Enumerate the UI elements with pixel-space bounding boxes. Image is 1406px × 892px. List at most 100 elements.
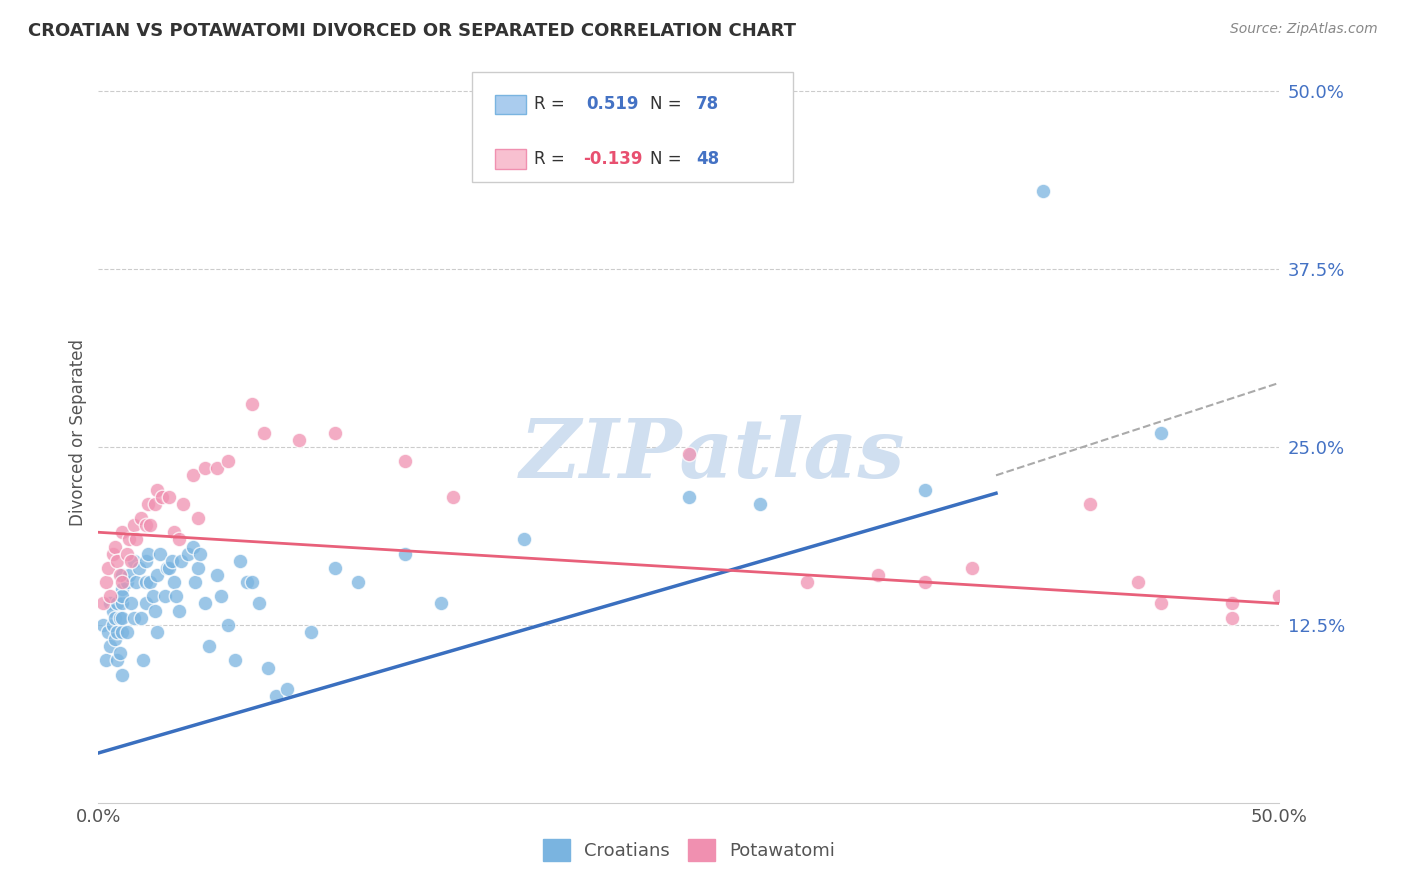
Point xyxy=(104,540,127,554)
Point xyxy=(108,610,131,624)
Point xyxy=(184,575,207,590)
Point xyxy=(209,590,232,604)
Point xyxy=(276,681,298,696)
Text: 48: 48 xyxy=(696,150,718,168)
Point xyxy=(146,624,169,639)
Point xyxy=(94,575,117,590)
Point xyxy=(181,540,204,554)
Point xyxy=(139,575,162,590)
Text: -0.139: -0.139 xyxy=(583,150,643,168)
Legend: Croatians, Potawatomi: Croatians, Potawatomi xyxy=(536,831,842,868)
Point xyxy=(108,646,131,660)
Point xyxy=(115,547,138,561)
Point xyxy=(135,554,157,568)
Point xyxy=(111,568,134,582)
Point xyxy=(135,575,157,590)
Point xyxy=(253,425,276,440)
Point xyxy=(240,397,263,411)
Point xyxy=(101,604,124,618)
Point xyxy=(181,468,204,483)
Point xyxy=(323,425,346,440)
Point xyxy=(98,597,121,611)
Point xyxy=(1032,184,1054,198)
Point xyxy=(194,461,217,475)
Text: 78: 78 xyxy=(696,95,718,113)
Point xyxy=(143,497,166,511)
Point xyxy=(121,554,143,568)
Point xyxy=(136,497,159,511)
Point xyxy=(240,575,263,590)
Point xyxy=(163,575,186,590)
Point xyxy=(108,568,131,582)
Point xyxy=(146,568,169,582)
Text: R =: R = xyxy=(534,150,565,168)
Point xyxy=(111,667,134,681)
Point xyxy=(170,554,193,568)
Point xyxy=(187,511,209,525)
Point xyxy=(122,518,145,533)
Point xyxy=(129,610,152,624)
Point xyxy=(229,554,252,568)
Point xyxy=(288,433,311,447)
Point xyxy=(104,632,127,646)
Point xyxy=(1080,497,1102,511)
Point xyxy=(187,561,209,575)
Point xyxy=(132,653,155,667)
Point xyxy=(111,575,134,590)
Point xyxy=(394,547,416,561)
Point xyxy=(1150,425,1173,440)
Point xyxy=(1126,575,1149,590)
Point xyxy=(188,547,211,561)
Point xyxy=(157,561,180,575)
Text: 0.519: 0.519 xyxy=(586,95,638,113)
Point xyxy=(105,597,128,611)
Point xyxy=(394,454,416,468)
Point xyxy=(299,624,322,639)
Point xyxy=(94,653,117,667)
Text: N =: N = xyxy=(650,150,681,168)
Point xyxy=(224,653,246,667)
Point xyxy=(121,597,143,611)
Point xyxy=(115,575,138,590)
Point xyxy=(115,624,138,639)
Point xyxy=(962,561,984,575)
Point xyxy=(139,518,162,533)
Text: ZIPatlas: ZIPatlas xyxy=(520,415,905,495)
Point xyxy=(125,575,148,590)
Point xyxy=(118,568,141,582)
Point xyxy=(91,597,114,611)
Point xyxy=(128,561,150,575)
Point xyxy=(111,610,134,624)
Point xyxy=(156,561,179,575)
Point xyxy=(149,547,172,561)
Point xyxy=(198,639,221,653)
Point xyxy=(97,624,120,639)
Point xyxy=(122,554,145,568)
Point xyxy=(217,454,239,468)
Point xyxy=(323,561,346,575)
Point xyxy=(217,617,239,632)
Point xyxy=(257,660,280,674)
Point xyxy=(143,604,166,618)
Point xyxy=(111,525,134,540)
Point xyxy=(98,590,121,604)
Text: Source: ZipAtlas.com: Source: ZipAtlas.com xyxy=(1230,22,1378,37)
Point xyxy=(101,547,124,561)
Point xyxy=(1220,610,1243,624)
Point xyxy=(98,639,121,653)
Point xyxy=(135,518,157,533)
Point xyxy=(678,490,700,504)
Point xyxy=(247,597,270,611)
Point xyxy=(111,582,134,597)
Point xyxy=(264,689,287,703)
Point xyxy=(104,610,127,624)
Text: N =: N = xyxy=(650,95,681,113)
Point xyxy=(236,575,259,590)
Point xyxy=(122,610,145,624)
Point xyxy=(146,483,169,497)
Point xyxy=(97,561,120,575)
Point xyxy=(111,597,134,611)
Point xyxy=(914,575,936,590)
Point xyxy=(111,590,134,604)
Point xyxy=(105,554,128,568)
